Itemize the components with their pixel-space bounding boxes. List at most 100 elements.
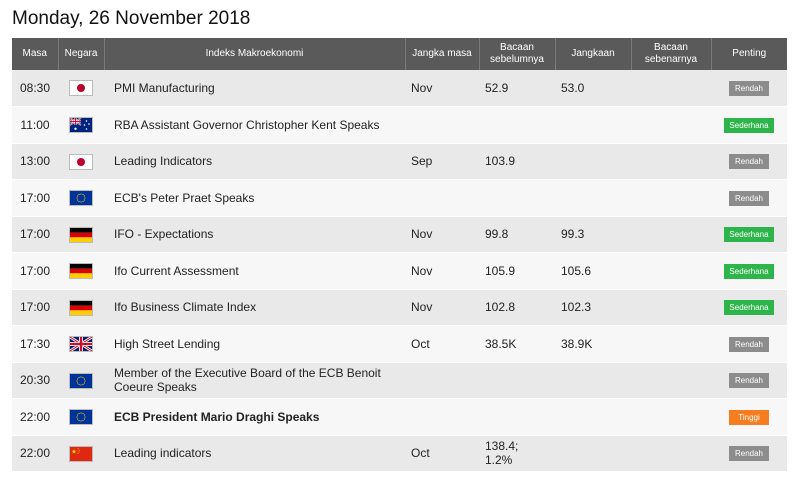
importance-cell: Rendah [711, 435, 787, 472]
forecast-value [555, 362, 631, 399]
table-row[interactable]: 17:00 ECB's Peter Praet Speaks Rendah [12, 179, 787, 217]
previous-value: 102.8 [479, 289, 555, 326]
event-time: 17:00 [12, 289, 58, 326]
event-name[interactable]: Member of the Executive Board of the ECB… [104, 362, 405, 399]
event-name[interactable]: IFO - Expectations [104, 216, 405, 253]
country-flag-cell [58, 179, 104, 217]
event-period: Oct [405, 325, 479, 363]
importance-badge: Rendah [729, 373, 769, 389]
actual-value [631, 179, 711, 217]
country-flag-cell [58, 106, 104, 144]
forecast-value [555, 106, 631, 144]
forecast-value: 102.3 [555, 289, 631, 326]
actual-value [631, 435, 711, 472]
event-name[interactable]: ECB's Peter Praet Speaks [104, 179, 405, 217]
germany-flag-icon [70, 300, 92, 315]
event-name[interactable]: ECB President Mario Draghi Speaks [104, 398, 405, 436]
table-row[interactable]: 11:00 RBA Assistant Governor Christopher … [12, 106, 787, 144]
column-header-time[interactable]: Masa [12, 38, 59, 70]
forecast-value [555, 143, 631, 180]
table-row[interactable]: 22:00 ECB President Mario Draghi Speaks Ti… [12, 398, 787, 436]
event-period: Oct [405, 435, 479, 472]
table-row[interactable]: 17:30 High Street Lending Oct 38.5K 38.9K Ren… [12, 325, 787, 363]
importance-badge: Sederhana [724, 117, 774, 133]
event-time: 13:00 [12, 143, 58, 180]
event-name[interactable]: PMI Manufacturing [104, 70, 405, 107]
japan-flag-icon [70, 81, 92, 96]
table-row[interactable]: 17:00 IFO - Expectations Nov 99.8 99.3 Sederh… [12, 216, 787, 253]
japan-flag-icon [70, 154, 92, 169]
event-period: Nov [405, 70, 479, 107]
event-period: Nov [405, 216, 479, 253]
actual-value [631, 106, 711, 144]
country-flag-cell [58, 398, 104, 436]
column-header-forecast[interactable]: Jangkaan [555, 38, 632, 70]
table-row[interactable]: 17:00 Ifo Current Assessment Nov 105.9 105.6… [12, 252, 787, 290]
event-name[interactable]: Ifo Business Climate Index [104, 289, 405, 326]
previous-value: 99.8 [479, 216, 555, 253]
forecast-value [555, 179, 631, 217]
table-row[interactable]: 08:30 PMI Manufacturing Nov 52.9 53.0 Rendah [12, 70, 787, 107]
previous-value: 38.5K [479, 325, 555, 363]
importance-cell: Sederhana [711, 289, 787, 326]
country-flag-cell [58, 289, 104, 326]
table-row[interactable]: 17:00 Ifo Business Climate Index Nov 102.8 1… [12, 289, 787, 326]
importance-badge: Rendah [729, 336, 769, 352]
importance-badge: Sederhana [724, 227, 774, 243]
importance-cell: Tinggi [711, 398, 787, 436]
actual-value [631, 289, 711, 326]
country-flag-cell [58, 216, 104, 253]
event-name[interactable]: Leading indicators [104, 435, 405, 472]
table-row[interactable]: 20:30 Member of the Executive Board of th… [12, 362, 787, 399]
table-header: Masa Negara Indeks Makroekonomi Jangka m… [12, 38, 787, 70]
event-time: 17:00 [12, 179, 58, 217]
event-name[interactable]: Leading Indicators [104, 143, 405, 180]
forecast-value: 105.6 [555, 252, 631, 290]
importance-cell: Rendah [711, 362, 787, 399]
eu-flag-icon [70, 410, 92, 425]
eu-flag-icon [70, 191, 92, 206]
importance-cell: Sederhana [711, 216, 787, 253]
country-flag-cell [58, 325, 104, 363]
previous-value: 105.9 [479, 252, 555, 290]
page-title: Monday, 26 November 2018 [12, 8, 251, 29]
importance-badge: Tinggi [729, 409, 769, 425]
previous-value [479, 398, 555, 436]
event-time: 08:30 [12, 70, 58, 107]
previous-value [479, 106, 555, 144]
event-time: 11:00 [12, 106, 58, 144]
importance-badge: Sederhana [724, 300, 774, 316]
event-time: 17:30 [12, 325, 58, 363]
event-time: 17:00 [12, 216, 58, 253]
column-header-period[interactable]: Jangka masa [405, 38, 480, 70]
event-period [405, 398, 479, 436]
germany-flag-icon [70, 264, 92, 279]
event-name[interactable]: RBA Assistant Governor Christopher Kent … [104, 106, 405, 144]
country-flag-cell [58, 362, 104, 399]
event-period: Sep [405, 143, 479, 180]
column-header-country[interactable]: Negara [58, 38, 105, 70]
event-time: 22:00 [12, 398, 58, 436]
actual-value [631, 143, 711, 180]
event-time: 22:00 [12, 435, 58, 472]
country-flag-cell [58, 143, 104, 180]
previous-value [479, 179, 555, 217]
previous-value: 138.4; 1.2% [479, 435, 555, 472]
column-header-actual[interactable]: Bacaan sebenarnya [631, 38, 712, 70]
event-name[interactable]: High Street Lending [104, 325, 405, 363]
column-header-previous[interactable]: Bacaan sebelumnya [479, 38, 556, 70]
table-row[interactable]: 22:00 Leading indicators Oct 138.4; 1.2% Ren… [12, 435, 787, 472]
importance-badge: Rendah [729, 81, 769, 96]
importance-cell: Sederhana [711, 106, 787, 144]
importance-badge: Rendah [729, 446, 769, 462]
event-name[interactable]: Ifo Current Assessment [104, 252, 405, 290]
event-period [405, 179, 479, 217]
actual-value [631, 70, 711, 107]
table-body: 08:30 PMI Manufacturing Nov 52.9 53.0 Rendah 1… [12, 70, 787, 472]
previous-value [479, 362, 555, 399]
column-header-event[interactable]: Indeks Makroekonomi [104, 38, 406, 70]
column-header-importance[interactable]: Penting [711, 38, 787, 70]
eu-flag-icon [70, 373, 92, 388]
importance-badge: Sederhana [724, 263, 774, 279]
table-row[interactable]: 13:00 Leading Indicators Sep 103.9 Rendah [12, 143, 787, 180]
